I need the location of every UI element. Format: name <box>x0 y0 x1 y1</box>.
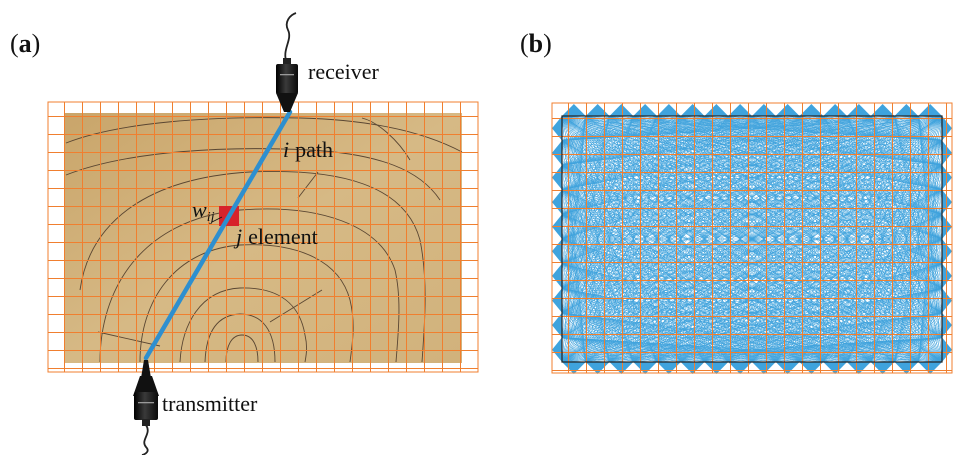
panel-a-label: (a) <box>10 29 40 58</box>
sensor-fan-tooth <box>823 104 847 116</box>
sensor-fan-tooth <box>552 288 562 313</box>
sensor-fan-tooth <box>585 104 610 116</box>
sensor-fan-tooth <box>680 104 705 116</box>
weight-label: wij <box>192 197 215 225</box>
sensor-fan-tooth <box>752 362 776 374</box>
sensor-probe-icon <box>133 360 159 420</box>
sensor-probe-icon <box>276 64 298 112</box>
sensor-fan-tooth <box>609 104 634 116</box>
sensor-fan-tooth <box>823 362 847 374</box>
grid-b <box>551 102 953 374</box>
sensor-fan-tooth <box>552 140 562 166</box>
medium-frame-b <box>561 115 943 363</box>
sensor-fan-tooth <box>894 362 919 374</box>
sensor-fan-tooth <box>657 104 681 116</box>
sensor-fan-tooth <box>775 362 800 374</box>
contour-lines <box>65 117 463 363</box>
grid-a <box>47 101 479 373</box>
sensor-fan-tooth <box>552 165 562 190</box>
sensor-fan-tooth <box>585 362 610 374</box>
element-label: j element <box>233 224 318 249</box>
sensor-fan-tooth <box>552 337 562 362</box>
sensor-fan-tooth <box>562 362 586 374</box>
sensor-fan-tooth <box>562 104 586 116</box>
sensor-fan-tooth <box>552 312 562 338</box>
sensor-fan-tooth <box>847 104 871 116</box>
sensor-fan-tooth <box>633 104 657 116</box>
panel-a: (a) <box>10 12 479 455</box>
sensor-fan-tooth <box>799 104 824 116</box>
receiver-label: receiver <box>308 59 379 84</box>
sensor-fan-tooth <box>633 362 657 374</box>
ray-path-i <box>143 109 293 361</box>
sensor-fan-tooth <box>728 104 752 116</box>
sensor-fan-tooth <box>728 362 752 374</box>
sensor-fan-tooth <box>552 116 562 141</box>
sensor-fan-tooth <box>799 362 824 374</box>
sensor-fan-tooth <box>680 362 705 374</box>
sensor-fan-tooth <box>918 362 942 374</box>
sensor-fan-tooth <box>657 362 681 374</box>
sensor-fan-tooth <box>552 239 562 264</box>
transmitter-label: transmitter <box>162 391 258 416</box>
ray-fan <box>552 104 952 374</box>
weight-leader-line <box>211 216 223 223</box>
sensor-fan-tooth <box>870 104 895 116</box>
path-label: i path <box>283 137 333 162</box>
transmitter-probe <box>133 360 159 455</box>
transmitter-cable-icon <box>141 424 149 455</box>
sensor-fan-tooth <box>918 104 942 116</box>
receiver-cable-icon <box>284 12 297 64</box>
sensor-fan-tooth <box>704 362 729 374</box>
panel-b-label: (b) <box>520 29 552 58</box>
sensor-fan-tooth <box>752 104 776 116</box>
ray-fan-lines <box>561 115 943 363</box>
sensor-fan-tooth <box>609 362 634 374</box>
panel-b: (b) <box>520 29 953 374</box>
sensor-fan-tooth <box>704 104 729 116</box>
receiver-probe <box>276 12 298 112</box>
sensor-fan-tooth <box>552 189 562 215</box>
sensor-fan-tooth <box>775 104 800 116</box>
sensor-fan-tooth <box>894 104 919 116</box>
sensor-fan-tooth <box>870 362 895 374</box>
sensor-fan-tooth <box>552 263 562 289</box>
sensor-fan-tooth <box>847 362 871 374</box>
